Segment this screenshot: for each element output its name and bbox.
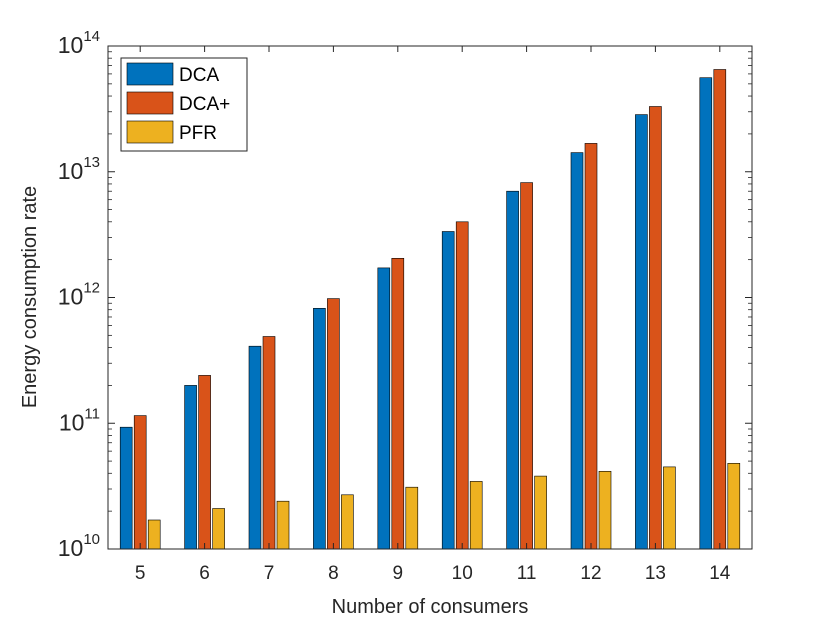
x-axis-label: Number of consumers [332,596,529,618]
y-tick-label: 1014 [58,28,100,58]
bar-dca-plus-12 [584,143,598,550]
y-tick-label: 1012 [58,280,100,310]
bar-dca-plus-5 [133,415,147,550]
y-tick-label: 1010 [58,531,100,561]
x-tick-label: 10 [452,563,473,584]
bar-dca-13 [635,114,648,550]
bar-dca-9 [377,267,391,550]
bar-dca-plus-6 [198,375,211,550]
x-tick-label: 5 [135,563,146,584]
legend-swatch-dca [126,62,174,86]
bar-dca-14 [699,77,713,550]
bars-group [119,69,741,550]
bar-dca-7 [248,345,262,550]
x-tick-label: 7 [264,563,275,584]
bar-dca-plus-7 [262,336,276,550]
legend-label: PFR [179,123,217,144]
bar-pfr-11 [534,475,547,550]
bar-pfr-9 [405,486,419,550]
x-tick-label: 12 [580,563,601,584]
bar-dca-12 [570,152,584,550]
x-tick-label: 9 [393,563,404,584]
x-tick-label: 14 [709,563,731,584]
legend-label: DCA [179,65,219,86]
bar-dca-5 [119,426,133,550]
y-tick-label: 1011 [59,405,100,435]
y-axis-label: Energy consumption rate [19,186,41,408]
bar-dca-6 [184,385,197,550]
bar-dca-plus-14 [713,69,727,550]
bar-pfr-12 [598,470,612,550]
x-tick-label: 11 [517,563,537,584]
bar-dca-10 [441,231,455,550]
bar-dca-plus-13 [649,106,662,550]
y-tick-label: 1013 [58,154,100,184]
bar-dca-plus-8 [327,298,340,550]
bar-dca-plus-11 [520,182,533,550]
legend-swatch-pfr [126,120,174,144]
x-tick-label: 8 [328,563,339,584]
bar-pfr-6 [212,508,225,550]
bar-dca-plus-9 [391,257,405,550]
x-tick-label: 13 [645,563,666,584]
bar-pfr-13 [663,466,676,550]
bar-pfr-7 [276,500,290,550]
bar-pfr-14 [727,462,741,550]
legend-swatch-dca-plus [126,91,174,115]
bar-pfr-10 [469,481,483,550]
bar-dca-8 [313,307,326,550]
legend: DCA DCA+ PFR [120,57,248,152]
bar-pfr-8 [341,494,354,550]
bar-dca-plus-10 [455,221,469,550]
bar-pfr-5 [147,519,161,550]
bar-dca-11 [506,190,519,550]
x-tick-label: 6 [199,563,210,584]
legend-label: DCA+ [179,94,230,115]
